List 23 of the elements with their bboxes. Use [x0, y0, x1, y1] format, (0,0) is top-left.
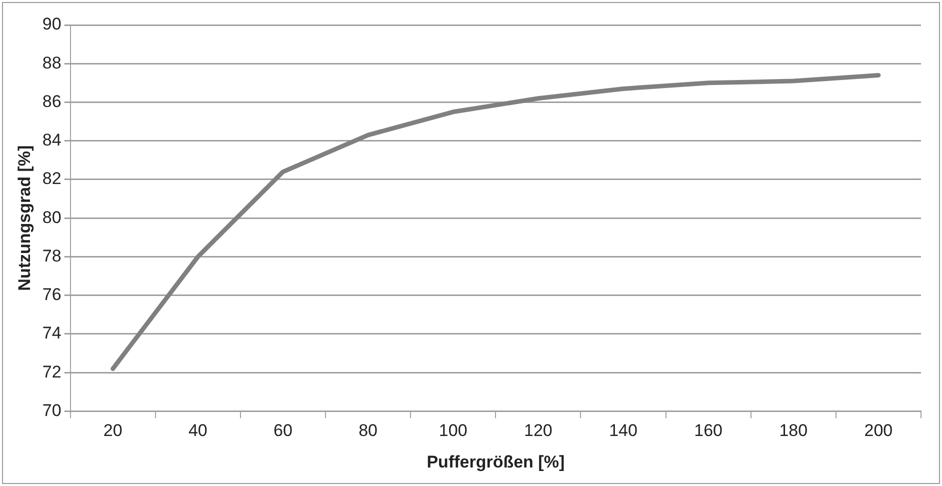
x-axis-title: Puffergrößen [%] — [426, 452, 565, 472]
y-tick-label: 76 — [42, 285, 62, 304]
x-tick-label: 60 — [274, 421, 292, 440]
y-tick-label: 74 — [42, 324, 62, 343]
x-tick-label: 80 — [358, 421, 378, 440]
x-tick-label: 200 — [864, 421, 893, 440]
y-tick-label: 78 — [42, 246, 62, 266]
y-tick-label: 84 — [42, 130, 62, 150]
x-tick-label: 20 — [103, 421, 122, 440]
y-tick-label: 90 — [42, 14, 62, 34]
x-tick-label: 140 — [609, 421, 638, 440]
y-tick-label: 86 — [42, 92, 62, 111]
x-tick-label: 180 — [779, 421, 808, 440]
y-tick-label: 82 — [42, 169, 62, 188]
y-tick-label: 88 — [42, 53, 62, 72]
y-axis-title: Nutzungsgrad [%] — [14, 145, 34, 291]
y-tick-label: 72 — [42, 362, 62, 382]
x-tick-label: 120 — [524, 421, 552, 440]
y-tick-label: 70 — [42, 400, 62, 420]
x-tick-label: 100 — [438, 421, 468, 440]
x-tick-label: 160 — [694, 421, 723, 440]
x-tick-label: 40 — [188, 421, 208, 440]
y-tick-label: 80 — [42, 208, 62, 227]
